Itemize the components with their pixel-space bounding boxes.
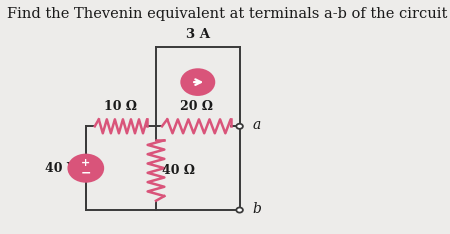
Text: 3 A: 3 A [186, 28, 210, 41]
Text: −: − [81, 166, 91, 179]
Circle shape [68, 155, 103, 182]
Text: 40 V: 40 V [45, 162, 76, 175]
Text: a: a [252, 118, 261, 132]
Text: b: b [252, 202, 261, 216]
Text: Find the Thevenin equivalent at terminals a-b of the circuit below.: Find the Thevenin equivalent at terminal… [7, 7, 450, 21]
Text: 10 Ω: 10 Ω [104, 100, 137, 113]
Circle shape [236, 124, 243, 129]
Text: 40 Ω: 40 Ω [162, 164, 195, 177]
Circle shape [236, 208, 243, 213]
Circle shape [181, 69, 214, 95]
Text: 20 Ω: 20 Ω [180, 100, 213, 113]
Text: +: + [81, 158, 90, 168]
